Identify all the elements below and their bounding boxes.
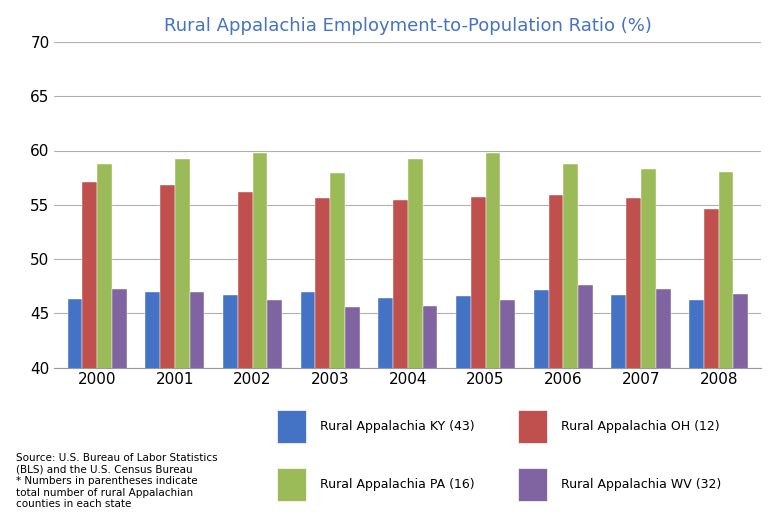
Text: Rural Appalachia WV (32): Rural Appalachia WV (32): [561, 478, 721, 491]
Bar: [223, 295, 238, 525]
Bar: [578, 285, 593, 525]
Bar: [626, 198, 641, 525]
Bar: [97, 163, 112, 525]
Bar: [689, 300, 704, 525]
Bar: [641, 169, 656, 525]
Bar: [563, 163, 578, 525]
Bar: [345, 307, 360, 525]
Bar: [534, 290, 549, 525]
Bar: [611, 295, 626, 525]
FancyBboxPatch shape: [517, 468, 546, 500]
Bar: [82, 182, 97, 525]
Bar: [393, 201, 408, 525]
Bar: [423, 306, 437, 525]
Bar: [145, 291, 160, 525]
Bar: [704, 209, 719, 525]
Bar: [656, 289, 671, 525]
Bar: [330, 173, 345, 525]
Text: Rural Appalachia KY (43): Rural Appalachia KY (43): [320, 420, 475, 433]
Text: Source: U.S. Bureau of Labor Statistics
(BLS) and the U.S. Census Bureau
* Numbe: Source: U.S. Bureau of Labor Statistics …: [16, 453, 217, 509]
Bar: [112, 289, 127, 525]
Bar: [267, 300, 282, 525]
Bar: [315, 198, 330, 525]
FancyBboxPatch shape: [517, 411, 546, 443]
Bar: [408, 159, 423, 525]
Text: Rural Appalachia PA (16): Rural Appalachia PA (16): [320, 478, 475, 491]
Bar: [549, 195, 563, 525]
Bar: [68, 299, 82, 525]
Bar: [733, 293, 748, 525]
Bar: [160, 185, 175, 525]
Bar: [175, 159, 190, 525]
Bar: [253, 153, 267, 525]
Bar: [456, 296, 471, 525]
Bar: [719, 172, 733, 525]
Bar: [301, 291, 315, 525]
FancyBboxPatch shape: [277, 411, 305, 443]
Bar: [486, 153, 500, 525]
Bar: [471, 197, 486, 525]
FancyBboxPatch shape: [277, 468, 305, 500]
Bar: [190, 291, 204, 525]
Title: Rural Appalachia Employment-to-Population Ratio (%): Rural Appalachia Employment-to-Populatio…: [164, 17, 652, 35]
Bar: [378, 298, 393, 525]
Text: Rural Appalachia OH (12): Rural Appalachia OH (12): [561, 420, 720, 433]
Bar: [238, 192, 253, 525]
Bar: [500, 300, 515, 525]
